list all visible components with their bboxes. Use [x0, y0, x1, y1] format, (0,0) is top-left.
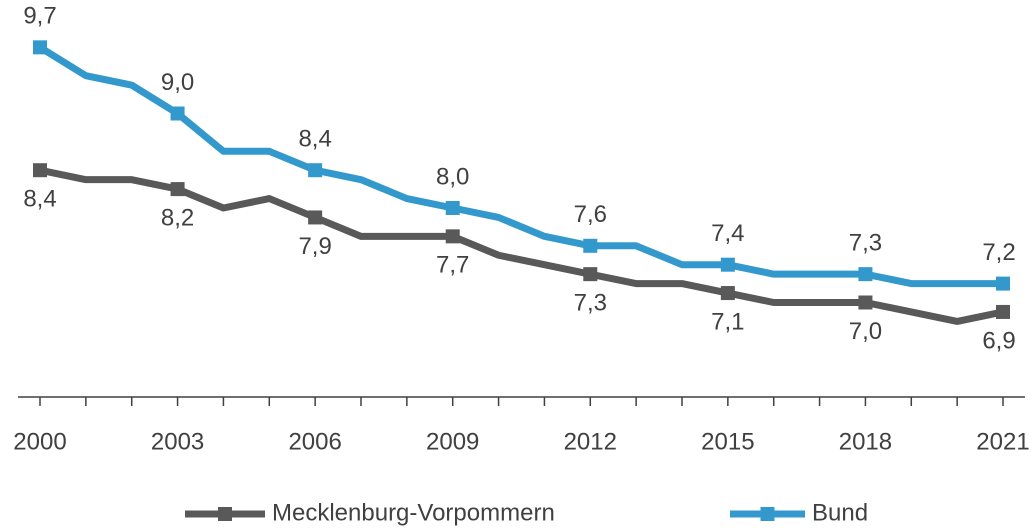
x-tick-label: 2003	[151, 428, 204, 455]
data-label: 7,2	[982, 239, 1015, 266]
data-label: 9,0	[161, 69, 194, 96]
x-tick-label: 2021	[976, 428, 1029, 455]
marker	[33, 163, 47, 178]
marker	[308, 210, 323, 225]
marker	[170, 182, 185, 197]
marker	[308, 163, 323, 178]
data-label: 7,0	[849, 318, 882, 345]
marker	[170, 106, 185, 121]
data-label: 7,4	[711, 220, 744, 247]
marker	[445, 201, 460, 215]
marker	[720, 286, 735, 301]
data-label: 8,4	[23, 186, 56, 213]
series-line	[38, 44, 1003, 288]
data-label: 7,3	[574, 289, 607, 316]
marker	[583, 267, 598, 282]
marker	[720, 257, 735, 272]
x-tick-label: 2009	[426, 428, 479, 455]
marker	[33, 40, 47, 55]
x-tick-label: 2000	[13, 428, 66, 455]
legend-label: Mecklenburg-Vorpommern	[272, 499, 555, 526]
data-label: 7,3	[849, 229, 882, 256]
data-label: 8,2	[161, 204, 194, 231]
x-tick-label: 2018	[839, 428, 892, 455]
data-label: 8,4	[298, 126, 331, 153]
marker	[445, 229, 460, 244]
data-label: 9,7	[23, 3, 56, 30]
marker	[858, 295, 873, 310]
data-label: 6,9	[982, 327, 1015, 354]
data-label: 8,0	[436, 163, 469, 190]
legend-marker	[760, 507, 775, 521]
data-label: 7,1	[711, 308, 744, 335]
data-label: 7,9	[298, 233, 331, 260]
marker	[996, 276, 1010, 291]
legend-label: Bund	[812, 499, 868, 526]
marker	[583, 238, 598, 253]
data-label: 7,6	[574, 201, 607, 228]
series-line	[39, 166, 1004, 325]
marker	[858, 267, 873, 282]
data-label: 7,7	[436, 252, 469, 279]
x-tick-label: 2015	[701, 428, 754, 455]
marker	[996, 304, 1010, 319]
legend-marker	[218, 507, 232, 521]
x-tick-label: 2012	[564, 428, 617, 455]
x-tick-label: 2006	[288, 428, 341, 455]
